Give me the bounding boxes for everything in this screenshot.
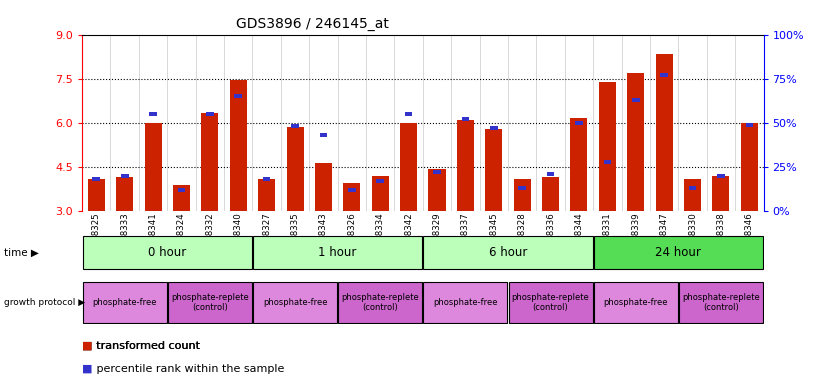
Bar — [93, 177, 100, 181]
Text: phosphate-replete
(control): phosphate-replete (control) — [342, 293, 419, 312]
Bar — [518, 186, 526, 190]
Bar — [542, 177, 559, 211]
Bar — [627, 73, 644, 211]
Bar — [348, 188, 355, 192]
Text: phosphate-replete
(control): phosphate-replete (control) — [171, 293, 249, 312]
Bar — [508, 282, 593, 323]
Bar — [599, 82, 616, 211]
Bar — [173, 185, 190, 211]
Bar — [206, 112, 213, 116]
Bar — [201, 113, 218, 211]
Text: phosphate-free: phosphate-free — [603, 298, 668, 307]
Bar — [253, 236, 422, 269]
Text: ■: ■ — [82, 341, 93, 351]
Bar — [230, 80, 247, 211]
Bar — [144, 123, 162, 211]
Text: ■ transformed count: ■ transformed count — [82, 341, 200, 351]
Bar — [594, 282, 678, 323]
Bar — [603, 160, 611, 164]
Bar — [315, 163, 332, 211]
Text: growth protocol ▶: growth protocol ▶ — [4, 298, 85, 307]
Bar — [338, 282, 422, 323]
Bar — [83, 282, 167, 323]
Bar — [457, 120, 474, 211]
Bar — [177, 188, 186, 192]
Bar — [679, 282, 763, 323]
Bar — [117, 177, 133, 211]
Bar — [343, 183, 360, 211]
Bar — [656, 54, 672, 211]
Text: 0 hour: 0 hour — [148, 246, 186, 259]
Bar — [424, 236, 593, 269]
Bar — [253, 282, 337, 323]
Bar — [258, 179, 275, 211]
Text: phosphate-free: phosphate-free — [433, 298, 498, 307]
Text: GDS3896 / 246145_at: GDS3896 / 246145_at — [236, 17, 388, 31]
Bar — [88, 179, 105, 211]
Bar — [372, 176, 389, 211]
Bar — [287, 127, 304, 211]
Bar — [433, 170, 441, 174]
Bar — [717, 174, 725, 178]
Bar — [149, 112, 157, 116]
Bar — [319, 133, 328, 137]
Bar — [167, 282, 252, 323]
Bar — [490, 126, 498, 130]
Bar — [291, 124, 299, 128]
Text: 24 hour: 24 hour — [655, 246, 701, 259]
Bar — [376, 179, 384, 183]
Bar — [83, 236, 252, 269]
Bar — [121, 174, 129, 178]
Text: phosphate-replete
(control): phosphate-replete (control) — [682, 293, 759, 312]
Bar — [571, 118, 588, 211]
Bar — [400, 123, 417, 211]
Bar — [745, 123, 753, 127]
Bar — [263, 177, 270, 181]
Text: ■: ■ — [82, 364, 93, 374]
Bar — [713, 176, 730, 211]
Bar — [632, 98, 640, 102]
Bar — [235, 94, 242, 98]
Text: phosphate-replete
(control): phosphate-replete (control) — [511, 293, 589, 312]
Bar — [461, 118, 470, 121]
Bar — [485, 129, 502, 211]
Text: percentile rank within the sample: percentile rank within the sample — [93, 364, 284, 374]
Bar — [689, 186, 696, 190]
Bar — [660, 73, 668, 77]
Bar — [576, 121, 583, 125]
Text: time ▶: time ▶ — [4, 247, 39, 258]
Bar — [547, 172, 554, 176]
Text: phosphate-free: phosphate-free — [263, 298, 328, 307]
Text: transformed count: transformed count — [93, 341, 200, 351]
Bar — [594, 236, 763, 269]
Bar — [429, 169, 446, 211]
Text: phosphate-free: phosphate-free — [93, 298, 157, 307]
Bar — [405, 112, 412, 116]
Bar — [684, 179, 701, 211]
Bar — [514, 179, 530, 211]
Bar — [424, 282, 507, 323]
Bar — [741, 123, 758, 211]
Text: 6 hour: 6 hour — [488, 246, 527, 259]
Text: 1 hour: 1 hour — [319, 246, 357, 259]
